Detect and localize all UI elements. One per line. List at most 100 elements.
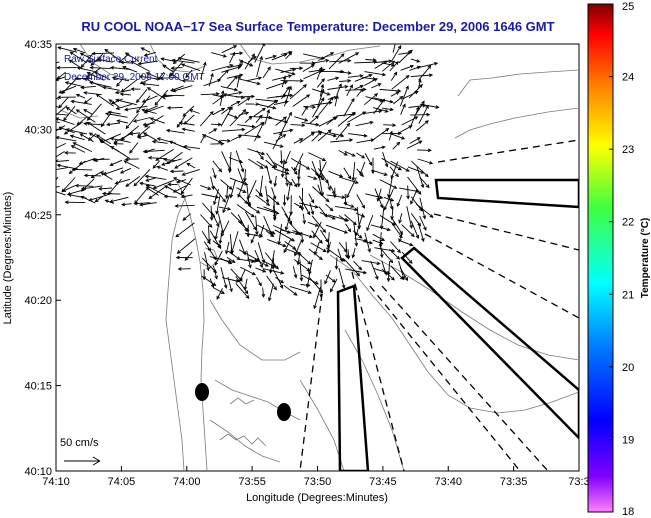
- current-vector: [292, 266, 297, 278]
- current-vector-head: [306, 283, 311, 288]
- current-vector-head: [104, 112, 110, 116]
- current-vector-head: [256, 209, 261, 214]
- current-vector-head: [351, 97, 355, 102]
- current-vector: [419, 197, 426, 219]
- current-vector: [373, 146, 385, 150]
- current-vector: [381, 157, 402, 171]
- current-vector: [182, 168, 200, 176]
- current-vector: [365, 96, 383, 102]
- current-vector-head: [395, 173, 399, 178]
- current-vector-head: [349, 84, 353, 89]
- dashed-lanes: [299, 139, 579, 471]
- current-vector-head: [416, 137, 421, 141]
- current-vector-head: [235, 279, 240, 283]
- current-vector: [112, 77, 130, 82]
- current-vector: [391, 75, 410, 90]
- current-vector: [226, 75, 238, 88]
- current-vector-head: [177, 56, 182, 61]
- current-vector-head: [121, 202, 126, 207]
- current-vector-head: [325, 238, 329, 243]
- current-vector-head: [245, 111, 250, 116]
- current-vector: [212, 167, 217, 179]
- current-vector: [312, 97, 325, 118]
- current-vector-head: [346, 255, 351, 260]
- current-vector-head: [279, 144, 284, 148]
- current-vector: [221, 128, 245, 132]
- current-vector: [354, 61, 377, 64]
- current-vector: [230, 179, 236, 198]
- current-vector-head: [143, 53, 148, 57]
- current-vector: [250, 233, 256, 243]
- current-vector: [244, 122, 264, 135]
- current-vector: [402, 91, 419, 100]
- current-vector: [256, 206, 279, 215]
- current-vector-head: [284, 160, 288, 165]
- current-vector-head: [381, 98, 386, 103]
- current-vector: [326, 179, 331, 190]
- current-vector-head: [351, 153, 356, 157]
- current-vector-head: [408, 125, 413, 129]
- current-vector: [100, 172, 113, 180]
- current-vector: [343, 167, 352, 179]
- current-vector: [57, 71, 66, 80]
- current-vector-head: [213, 269, 217, 274]
- current-vector: [185, 69, 193, 78]
- y-axis: 40:35 40:30 40:25 40:20 40:15 40:10: [24, 39, 61, 478]
- current-vector: [164, 158, 176, 162]
- current-vector-head: [243, 178, 247, 183]
- current-vector: [166, 129, 185, 134]
- current-vector: [302, 64, 315, 72]
- current-vector: [410, 160, 429, 177]
- current-vector: [284, 248, 301, 256]
- current-vector-head: [56, 135, 60, 140]
- current-vector: [77, 67, 95, 72]
- current-vector: [212, 265, 218, 279]
- current-vector: [299, 132, 315, 144]
- current-vector: [56, 160, 69, 162]
- current-vector-head: [88, 132, 93, 137]
- current-vector: [121, 78, 138, 93]
- current-vector-head: [283, 80, 289, 85]
- current-vector-head: [94, 198, 99, 203]
- current-vector-head: [347, 58, 352, 63]
- current-vector: [146, 185, 166, 196]
- current-vector-head: [208, 223, 213, 228]
- current-vector: [273, 168, 289, 175]
- current-vector: [236, 75, 241, 88]
- current-vector: [221, 106, 231, 115]
- current-vector: [293, 248, 311, 265]
- current-vector: [284, 241, 296, 250]
- current-vector: [58, 97, 69, 109]
- current-vector: [311, 131, 322, 142]
- current-vector: [325, 203, 334, 212]
- current-vector-head: [427, 64, 432, 69]
- current-vector-head: [343, 230, 349, 234]
- current-vector-head: [429, 214, 434, 218]
- current-vector: [231, 231, 239, 254]
- current-vector: [318, 97, 334, 116]
- current-vector: [73, 142, 93, 153]
- current-vector: [353, 223, 358, 246]
- current-vector: [56, 61, 60, 63]
- current-vector-head: [379, 195, 384, 200]
- current-vector-head: [151, 139, 156, 144]
- current-vector-head: [416, 65, 422, 70]
- current-vector-head: [273, 286, 277, 291]
- current-vector-head: [115, 98, 120, 103]
- current-vector: [401, 116, 418, 126]
- current-vector-head: [278, 131, 283, 137]
- current-vector: [212, 160, 222, 172]
- current-vector-head: [410, 200, 414, 205]
- current-vector: [400, 104, 406, 115]
- current-vector: [370, 224, 391, 231]
- current-vector-head: [358, 266, 363, 271]
- current-vector-head: [80, 64, 85, 68]
- current-vector-head: [244, 290, 249, 295]
- current-vector-head: [161, 162, 166, 166]
- current-vector: [257, 242, 265, 263]
- current-vector: [170, 85, 184, 92]
- current-vector-head: [229, 63, 234, 68]
- current-vector: [317, 129, 332, 142]
- current-vector: [371, 128, 389, 142]
- current-vector-head: [282, 202, 287, 207]
